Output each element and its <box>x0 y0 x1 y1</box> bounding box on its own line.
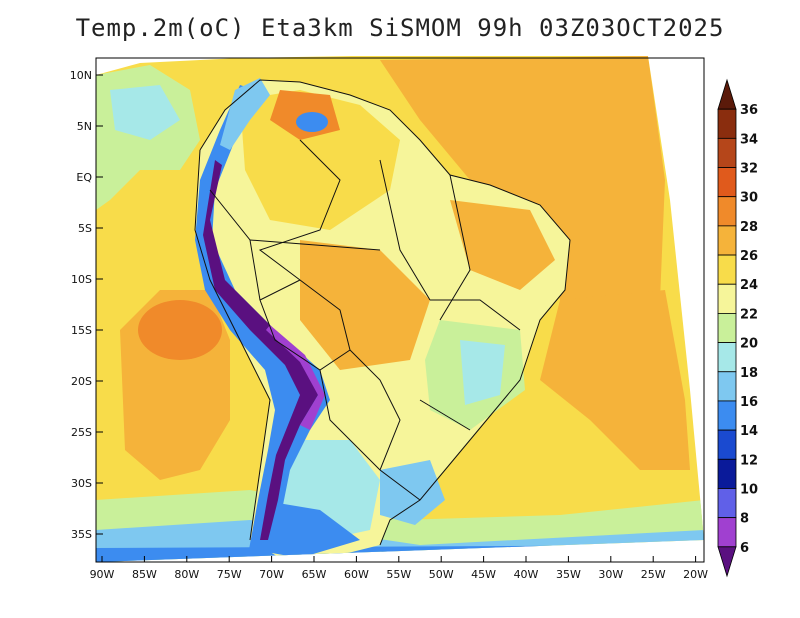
plot-frame <box>95 57 705 563</box>
southeast-cool-core <box>460 340 505 405</box>
country-borders <box>194 79 571 546</box>
lon-tick-label: 40W <box>514 568 539 581</box>
colorbar-bin <box>717 254 737 285</box>
lon-tick-label: 85W <box>132 568 157 581</box>
peru-border <box>209 189 261 301</box>
coastline <box>199 79 571 546</box>
south-brazil-cool <box>380 460 445 525</box>
lon-tick-label: 45W <box>471 568 496 581</box>
lon-tick-label: 70W <box>259 568 284 581</box>
atlantic-warm-zone-2 <box>540 290 690 470</box>
colorbar-label: 16 <box>740 395 758 410</box>
temperature-field <box>96 56 704 562</box>
lat-tick-label: 35S <box>71 528 92 541</box>
pacific-coastline <box>194 149 271 541</box>
andes-coldest-core <box>203 160 318 540</box>
colorbar-bin <box>717 313 737 343</box>
colorbar-bin <box>717 196 737 227</box>
colorbar-label: 22 <box>740 307 758 322</box>
lon-tick-label: 50W <box>429 568 454 581</box>
colorbar-label: 18 <box>740 366 758 381</box>
longitude-axis: 90W 85W 80W 75W 70W 65W 60W 55W 50W 45W 40W 35W 30W 2… <box>90 556 708 581</box>
bolivia-border <box>259 279 351 371</box>
colorbar-label: 14 <box>740 424 758 439</box>
central-warm-region <box>300 240 430 370</box>
lat-tick-label: 25S <box>71 426 92 439</box>
colorbar-label: 24 <box>740 278 758 293</box>
colorbar-label: 34 <box>740 132 758 147</box>
lon-tick-label: 90W <box>90 568 115 581</box>
brazil-border <box>258 139 401 471</box>
lat-tick-label: EQ <box>76 171 92 184</box>
andes-violet-edge <box>266 325 325 430</box>
state-border-1 <box>379 159 431 301</box>
argentina-border <box>319 369 421 501</box>
pacific-cool-zone-2 <box>110 85 180 140</box>
colorbar-bin <box>717 429 737 460</box>
colorbar-bin <box>717 458 737 489</box>
colorbar-bin <box>717 371 737 402</box>
lon-tick-label: 65W <box>302 568 327 581</box>
patagonia-cold <box>255 500 360 558</box>
state-border-3 <box>439 174 471 321</box>
colorbar-label: 6 <box>740 541 749 556</box>
lon-tick-label: 55W <box>386 568 411 581</box>
lon-tick-label: 60W <box>344 568 369 581</box>
lat-tick-label: 5N <box>77 120 92 133</box>
colorbar-label: 20 <box>740 337 758 352</box>
latitude-axis: 10N 5N EQ 5S 10S 15S 20S 25S 30S 35S <box>70 69 103 541</box>
colorbar: 36 34 32 30 28 26 24 22 20 18 16 14 12 10 8 6 <box>717 78 758 578</box>
colorbar-bin <box>717 108 737 139</box>
lat-tick-label: 10N <box>70 69 92 82</box>
colorbar-label: 36 <box>740 103 758 118</box>
colorbar-bin <box>717 517 737 548</box>
lon-tick-label: 30W <box>598 568 623 581</box>
colorbar-label: 8 <box>740 512 749 527</box>
lat-tick-label: 10S <box>71 273 92 286</box>
colorbar-bin <box>717 167 737 198</box>
colorbar-bin <box>717 488 737 519</box>
colorbar-label: 30 <box>740 191 758 206</box>
pacific-hot-spot <box>138 300 222 360</box>
lat-tick-label: 30S <box>71 477 92 490</box>
guiana-highlands-cold <box>296 112 328 132</box>
state-border-2 <box>430 299 521 331</box>
atlantic-warm-zone <box>380 56 665 330</box>
colorbar-bin <box>717 225 737 256</box>
colorbar-bin <box>717 283 737 314</box>
lon-tick-label: 35W <box>556 568 581 581</box>
colorbar-bin <box>717 400 737 431</box>
northeast-warm-region <box>450 200 555 290</box>
lat-tick-label: 5S <box>78 222 92 235</box>
colorbar-bin <box>717 137 737 168</box>
colorbar-bin <box>717 342 737 373</box>
colorbar-label: 28 <box>740 220 758 235</box>
colorbar-label: 10 <box>740 482 758 497</box>
state-border-5 <box>419 399 471 431</box>
colorbar-label: 32 <box>740 162 758 177</box>
colorbar-bottom-arrow <box>717 546 737 578</box>
colorbar-label: 12 <box>740 453 758 468</box>
lon-tick-label: 80W <box>174 568 199 581</box>
northern-andes-cold <box>220 78 270 150</box>
lon-tick-label: 20W <box>683 568 708 581</box>
lon-tick-label: 25W <box>641 568 666 581</box>
colorbar-top-arrow <box>717 78 737 110</box>
state-border-4 <box>249 239 381 251</box>
colorbar-label: 26 <box>740 249 758 264</box>
lat-tick-label: 20S <box>71 375 92 388</box>
lat-tick-label: 15S <box>71 324 92 337</box>
lon-tick-label: 75W <box>217 568 242 581</box>
map-title: Temp.2m(oC) Eta3km SiSMOM 99h 03Z03OCT20… <box>75 14 725 42</box>
